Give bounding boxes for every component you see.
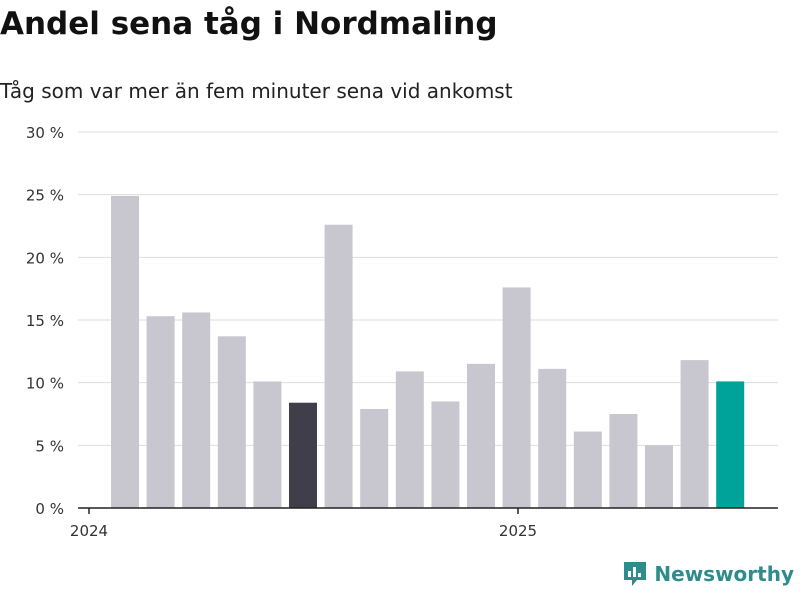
y-tick-label: 0 % bbox=[35, 500, 64, 518]
newsworthy-icon bbox=[624, 562, 647, 586]
bar bbox=[182, 312, 211, 508]
bar bbox=[645, 445, 673, 508]
bar bbox=[538, 368, 567, 508]
bar bbox=[111, 195, 139, 509]
bar bbox=[502, 287, 531, 508]
y-tick-label: 20 % bbox=[26, 249, 64, 267]
y-tick-label: 25 % bbox=[26, 187, 64, 205]
bar bbox=[217, 336, 246, 508]
bar bbox=[467, 363, 495, 508]
x-tick-label: 2025 bbox=[499, 522, 537, 540]
brand-name: Newsworthy bbox=[654, 562, 794, 586]
bar bbox=[253, 381, 282, 508]
chart-subtitle: Tåg som var mer än fem minuter sena vid … bbox=[0, 79, 513, 103]
y-tick-label: 10 % bbox=[26, 375, 64, 393]
chart-title: Andel sena tåg i Nordmaling bbox=[0, 6, 498, 42]
bar bbox=[289, 402, 317, 508]
bar bbox=[395, 371, 424, 508]
bar bbox=[573, 431, 602, 508]
bar bbox=[360, 408, 389, 508]
bar bbox=[680, 360, 709, 508]
bar bbox=[431, 401, 460, 508]
bar bbox=[716, 381, 745, 508]
bar bbox=[324, 224, 353, 508]
bar bbox=[146, 316, 175, 508]
y-tick-label: 5 % bbox=[35, 437, 64, 455]
newsworthy-logo: Newsworthy bbox=[622, 560, 794, 588]
y-tick-label: 30 % bbox=[26, 124, 64, 142]
y-tick-label: 15 % bbox=[26, 312, 64, 330]
bar bbox=[609, 414, 638, 508]
x-tick-label: 2024 bbox=[70, 522, 108, 540]
